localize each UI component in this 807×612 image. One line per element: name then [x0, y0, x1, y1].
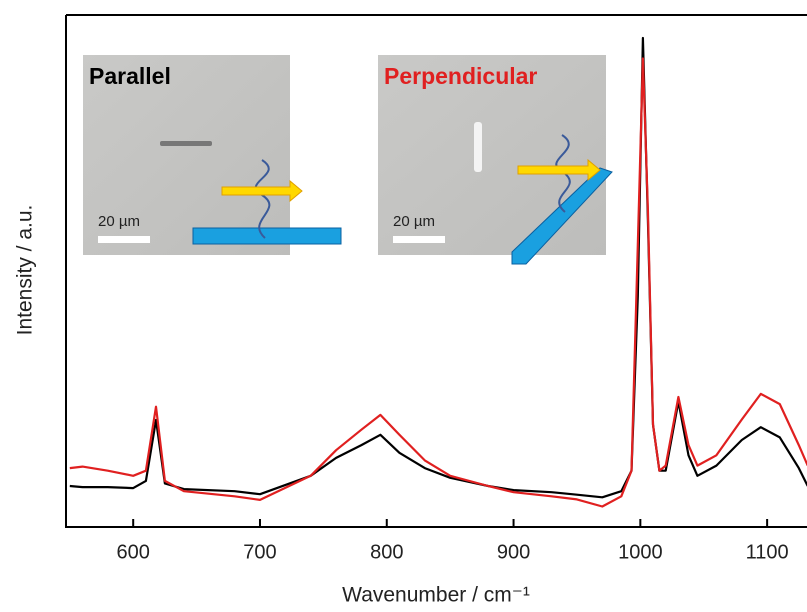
y-axis-label: Intensity / a.u. [14, 205, 37, 336]
x-tick-label: 900 [497, 541, 530, 563]
specimen [474, 122, 482, 172]
inset-label: Parallel [89, 63, 171, 89]
x-tick-label: 700 [243, 541, 276, 563]
fiber [192, 227, 342, 245]
polarization-arrow [221, 179, 303, 203]
inset-label: Perpendicular [384, 63, 537, 89]
x-axis-label: Wavenumber / cm⁻¹ [342, 584, 530, 607]
inset-photo [83, 55, 290, 255]
x-tick-label: 1100 [746, 541, 789, 563]
spectrum-line [69, 57, 807, 508]
x-tick-label: 800 [370, 541, 403, 563]
x-tick-label: 600 [117, 541, 150, 563]
scale-label: 20 µm [393, 213, 435, 230]
scale-bar [98, 236, 150, 243]
insets: Parallel 20 µm Perpendicular 20 µm [83, 55, 613, 265]
scale-label: 20 µm [98, 213, 140, 230]
fiber [511, 167, 613, 265]
scale-bar [393, 236, 445, 243]
x-tick-label: 1000 [618, 541, 663, 563]
specimen [160, 141, 212, 146]
polarization-arrow [517, 158, 601, 182]
inset-photo [378, 55, 606, 255]
axes-frame [65, 14, 807, 528]
